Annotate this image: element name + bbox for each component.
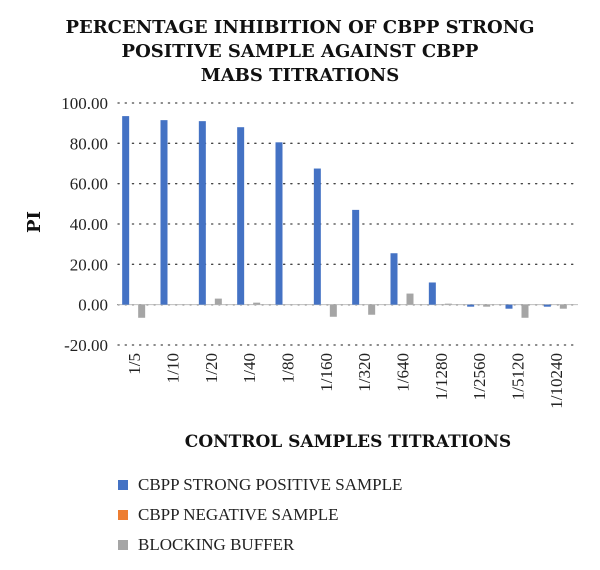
- bar: [352, 209, 360, 305]
- y-tick-label: -20.00: [64, 336, 108, 355]
- x-tick-label: 1/40: [240, 353, 259, 383]
- x-tick-label: 1/320: [355, 353, 374, 392]
- chart-title-line: MABS TITRATIONS: [200, 65, 400, 86]
- legend-item: CBPP STRONG POSITIVE SAMPLE: [118, 470, 402, 500]
- legend-swatch: [118, 480, 128, 490]
- y-tick-label: 0.00: [78, 296, 108, 315]
- x-axis-label: CONTROL SAMPLES TITRATIONS: [185, 432, 511, 452]
- bar: [559, 304, 567, 309]
- x-tick-label: 1/20: [202, 353, 221, 383]
- legend-label: CBPP NEGATIVE SAMPLE: [138, 505, 339, 524]
- chart-title: PERCENTAGE INHIBITION OF CBPP STRONG POS…: [0, 16, 600, 88]
- bar: [390, 253, 398, 305]
- bar: [483, 304, 491, 307]
- legend-swatch: [118, 510, 128, 520]
- bar: [237, 127, 245, 305]
- bar: [313, 168, 321, 305]
- bar: [198, 121, 206, 305]
- x-tick-label: 1/5120: [509, 353, 528, 400]
- bar: [214, 298, 222, 305]
- chart-title-line: PERCENTAGE INHIBITION OF CBPP STRONG: [65, 17, 535, 38]
- bar: [444, 303, 452, 305]
- x-tick-label: 1/1280: [432, 353, 451, 400]
- legend-swatch: [118, 540, 128, 550]
- y-tick-label: 60.00: [70, 175, 108, 194]
- bar: [368, 304, 376, 315]
- x-tick-label: 1/5: [125, 353, 144, 375]
- bar: [406, 293, 414, 305]
- y-tick-label: 100.00: [61, 94, 108, 113]
- y-tick-label: 80.00: [70, 134, 108, 153]
- x-tick-label: 1/2560: [470, 353, 489, 400]
- legend-label: CBPP STRONG POSITIVE SAMPLE: [138, 475, 403, 494]
- bar: [253, 302, 261, 305]
- legend-label: BLOCKING BUFFER: [138, 535, 295, 554]
- y-axis-label: PI: [24, 211, 45, 233]
- bar: [329, 304, 337, 317]
- bar: [505, 304, 513, 309]
- x-tick-label: 1/10240: [547, 353, 566, 409]
- bar: [543, 304, 551, 307]
- x-tick-label: 1/160: [317, 353, 336, 392]
- y-tick-label: 40.00: [70, 215, 108, 234]
- y-tick-label: 20.00: [70, 255, 108, 274]
- bar: [122, 116, 130, 305]
- bar: [160, 120, 168, 305]
- bar: [428, 282, 436, 305]
- bar: [521, 304, 529, 318]
- bar: [275, 142, 283, 305]
- legend-item: CBPP NEGATIVE SAMPLE: [118, 500, 402, 530]
- bar: [138, 304, 146, 318]
- x-tick-label: 1/640: [394, 353, 413, 392]
- chart-title-line: POSITIVE SAMPLE AGAINST CBPP: [121, 41, 479, 62]
- x-tick-label: 1/80: [279, 353, 298, 383]
- legend-item: BLOCKING BUFFER: [118, 530, 402, 560]
- x-tick-label: 1/10: [164, 353, 183, 383]
- bar: [467, 304, 475, 307]
- legend: CBPP STRONG POSITIVE SAMPLE CBPP NEGATIV…: [118, 470, 402, 560]
